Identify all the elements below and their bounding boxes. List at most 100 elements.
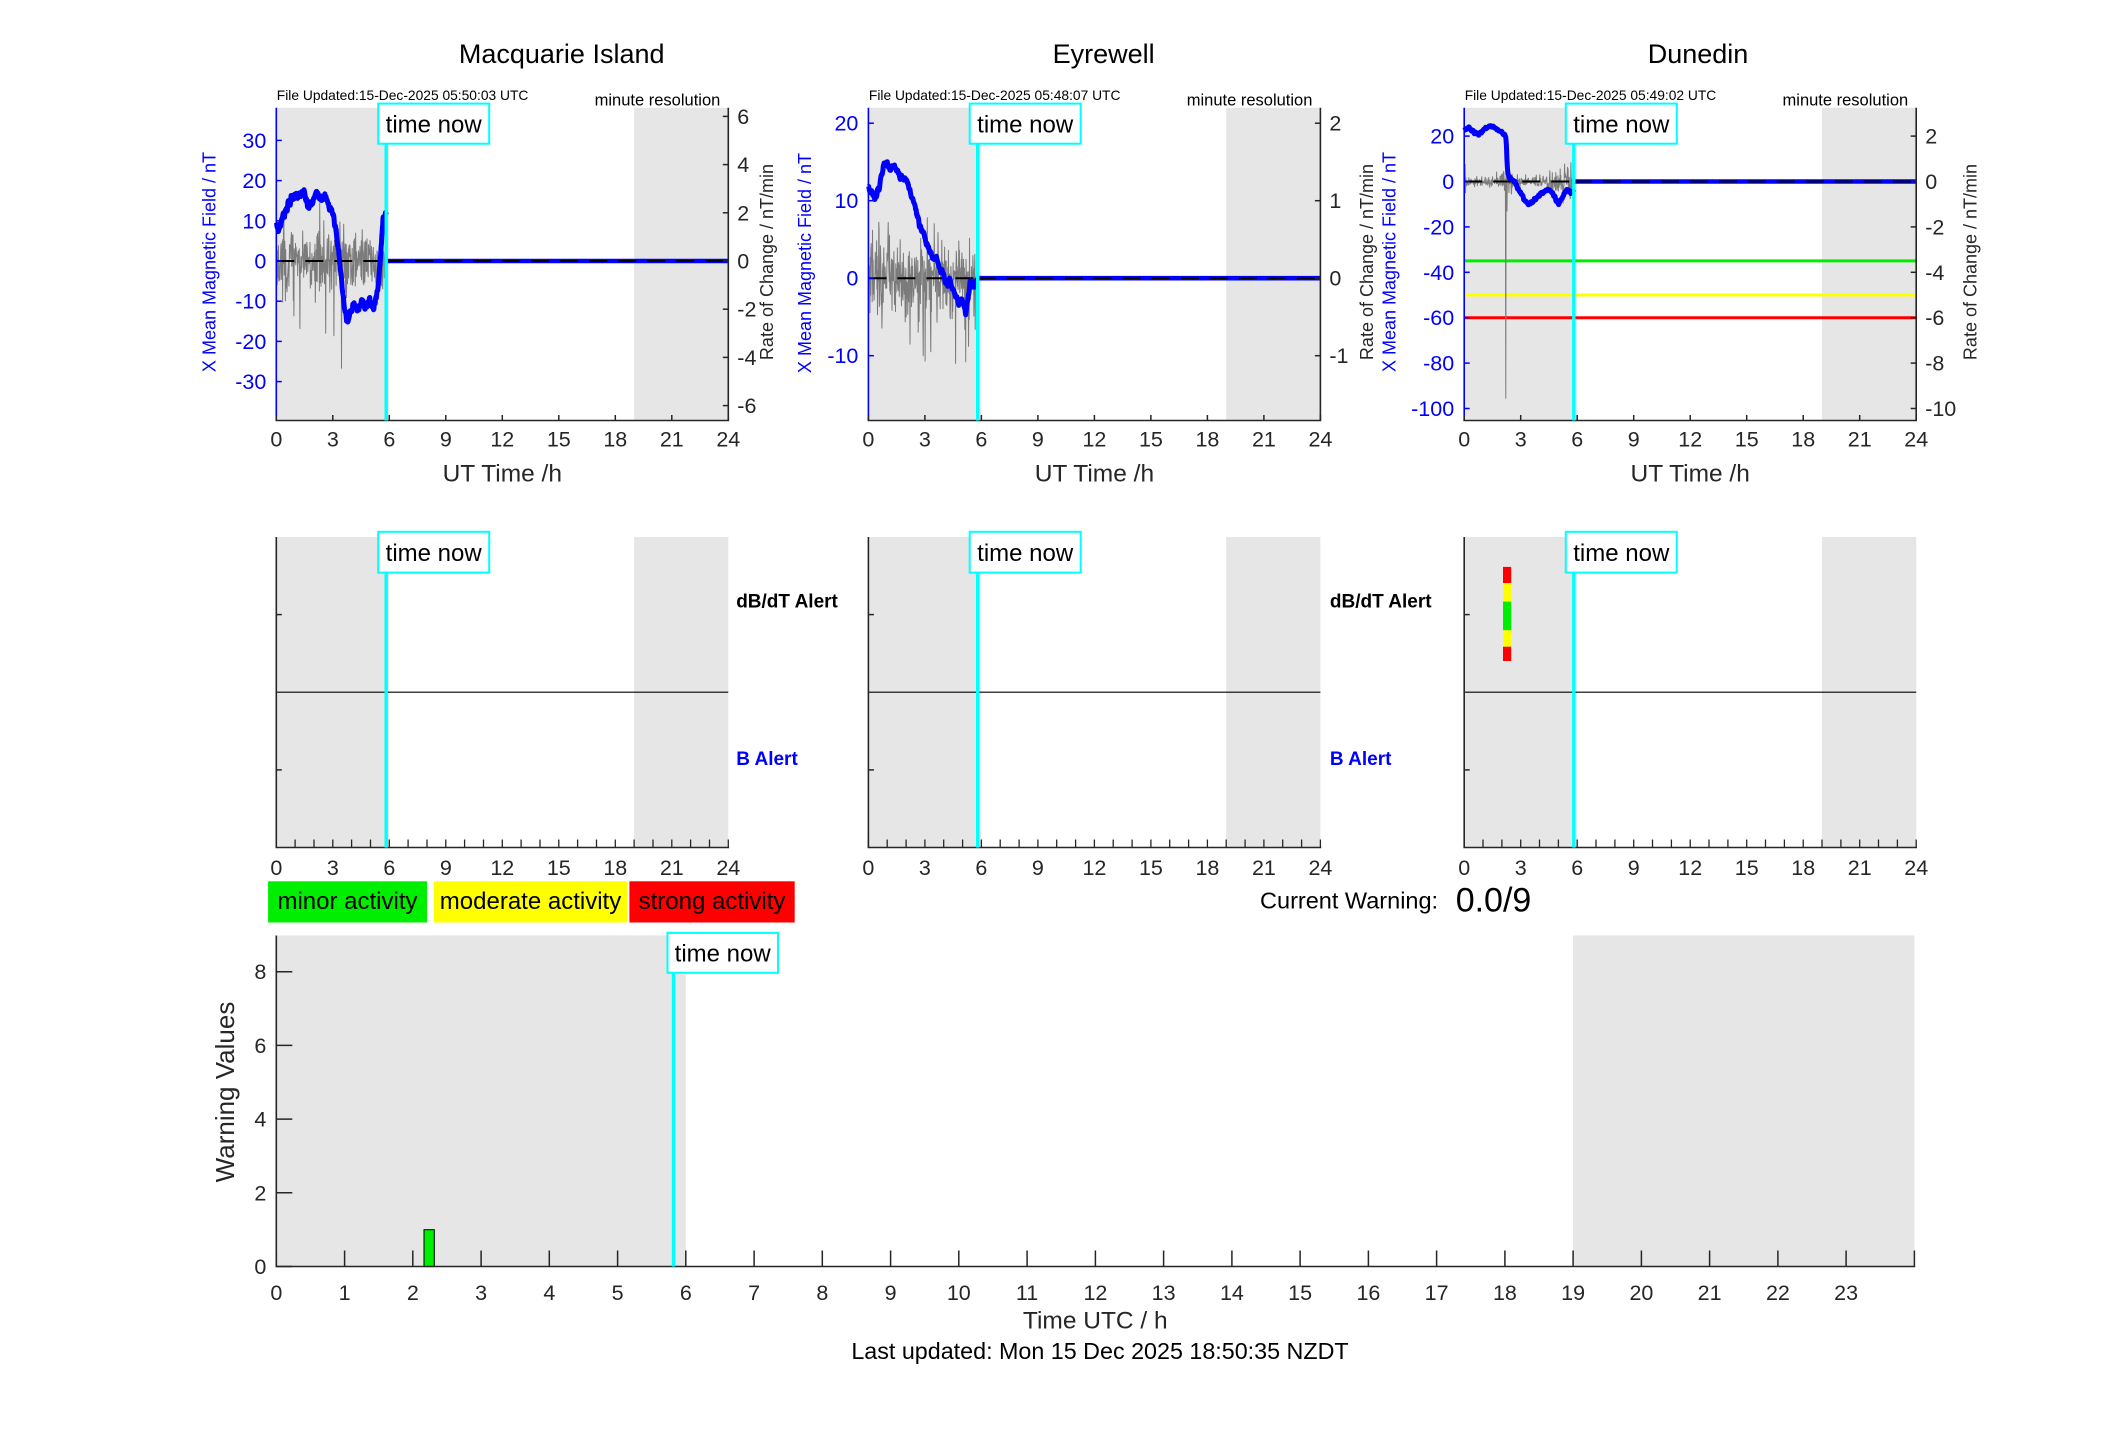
svg-text:6: 6	[1571, 428, 1583, 452]
svg-text:0.0/9: 0.0/9	[1456, 882, 1532, 920]
svg-text:20: 20	[1430, 125, 1454, 149]
svg-text:dB/dT Alert: dB/dT Alert	[1330, 592, 1432, 613]
svg-text:24: 24	[1308, 428, 1332, 452]
svg-text:-4: -4	[1925, 261, 1944, 285]
svg-text:9: 9	[440, 428, 452, 452]
svg-text:21: 21	[1252, 428, 1276, 452]
svg-text:21: 21	[1698, 1281, 1722, 1305]
svg-text:24: 24	[1904, 428, 1928, 452]
svg-text:-80: -80	[1423, 352, 1454, 376]
svg-text:0: 0	[737, 250, 749, 274]
svg-text:23: 23	[1834, 1281, 1858, 1305]
svg-text:1: 1	[1329, 189, 1341, 213]
svg-text:15: 15	[547, 856, 571, 880]
svg-text:strong activity: strong activity	[639, 888, 786, 915]
svg-text:-10: -10	[235, 290, 266, 314]
svg-text:30: 30	[242, 129, 266, 153]
svg-text:0: 0	[254, 1255, 266, 1279]
svg-text:9: 9	[440, 856, 452, 880]
svg-text:12: 12	[1678, 856, 1702, 880]
svg-text:15: 15	[1735, 856, 1759, 880]
svg-text:Dunedin: Dunedin	[1648, 39, 1749, 69]
svg-text:-20: -20	[235, 330, 266, 354]
svg-text:8: 8	[816, 1281, 828, 1305]
svg-text:B Alert: B Alert	[1330, 749, 1392, 770]
svg-text:0: 0	[1442, 170, 1454, 194]
svg-text:2: 2	[737, 201, 749, 225]
svg-text:21: 21	[1848, 428, 1872, 452]
svg-text:Macquarie Island: Macquarie Island	[459, 39, 665, 69]
svg-text:1: 1	[339, 1281, 351, 1305]
svg-text:0: 0	[1329, 267, 1341, 291]
svg-text:6: 6	[383, 856, 395, 880]
svg-text:time now: time now	[977, 112, 1074, 139]
svg-text:minor activity: minor activity	[277, 888, 417, 915]
svg-text:0: 0	[1925, 170, 1937, 194]
svg-text:7: 7	[748, 1281, 760, 1305]
svg-text:X Mean Magnetic Field / nT: X Mean Magnetic Field / nT	[1379, 152, 1399, 372]
svg-text:6: 6	[737, 105, 749, 129]
svg-text:0: 0	[270, 428, 282, 452]
svg-text:18: 18	[1791, 428, 1815, 452]
svg-text:minute resolution: minute resolution	[595, 92, 721, 110]
svg-text:18: 18	[1493, 1281, 1517, 1305]
svg-text:Rate of Change / nT/min: Rate of Change / nT/min	[757, 164, 777, 360]
svg-text:15: 15	[1735, 428, 1759, 452]
svg-text:2: 2	[407, 1281, 419, 1305]
svg-text:time now: time now	[1573, 540, 1670, 567]
svg-text:18: 18	[603, 428, 627, 452]
svg-text:time now: time now	[675, 941, 772, 968]
svg-text:-1: -1	[1329, 344, 1348, 368]
svg-text:20: 20	[242, 169, 266, 193]
svg-text:-2: -2	[737, 298, 756, 322]
svg-text:B Alert: B Alert	[736, 749, 798, 770]
svg-text:3: 3	[475, 1281, 487, 1305]
svg-text:12: 12	[1083, 1281, 1107, 1305]
svg-text:10: 10	[834, 189, 858, 213]
svg-text:9: 9	[1032, 428, 1044, 452]
svg-text:12: 12	[1678, 428, 1702, 452]
svg-text:13: 13	[1152, 1281, 1176, 1305]
svg-text:-4: -4	[737, 346, 756, 370]
svg-text:15: 15	[1139, 856, 1163, 880]
svg-text:9: 9	[1628, 428, 1640, 452]
svg-text:-60: -60	[1423, 306, 1454, 330]
svg-text:20: 20	[1629, 1281, 1653, 1305]
svg-text:-20: -20	[1423, 215, 1454, 239]
svg-text:16: 16	[1356, 1281, 1380, 1305]
svg-text:0: 0	[862, 856, 874, 880]
svg-text:18: 18	[1195, 856, 1219, 880]
svg-text:3: 3	[1515, 856, 1527, 880]
svg-text:24: 24	[716, 428, 740, 452]
svg-text:Last updated: Mon 15 Dec 2025: Last updated: Mon 15 Dec 2025 18:50:35 N…	[851, 1338, 1348, 1364]
svg-text:4: 4	[737, 153, 749, 177]
svg-text:22: 22	[1766, 1281, 1790, 1305]
svg-text:X Mean Magnetic Field / nT: X Mean Magnetic Field / nT	[200, 152, 220, 372]
svg-text:-10: -10	[827, 344, 858, 368]
svg-text:minute resolution: minute resolution	[1783, 92, 1909, 110]
svg-text:14: 14	[1220, 1281, 1244, 1305]
svg-text:3: 3	[919, 428, 931, 452]
svg-text:Rate of Change / nT/min: Rate of Change / nT/min	[1357, 164, 1377, 360]
svg-text:6: 6	[975, 856, 987, 880]
svg-text:6: 6	[383, 428, 395, 452]
svg-text:Warning Values: Warning Values	[210, 1002, 240, 1183]
svg-text:time now: time now	[386, 540, 483, 567]
svg-text:Current Warning:: Current Warning:	[1260, 888, 1438, 914]
svg-text:-10: -10	[1925, 397, 1956, 421]
svg-text:File Updated:15-Dec-2025 05:48: File Updated:15-Dec-2025 05:48:07 UTC	[869, 88, 1121, 103]
svg-text:Rate of Change / nT/min: Rate of Change / nT/min	[1961, 164, 1981, 360]
svg-text:UT Time /h: UT Time /h	[1035, 461, 1154, 488]
svg-text:24: 24	[1904, 856, 1928, 880]
svg-text:0: 0	[846, 267, 858, 291]
svg-text:24: 24	[1308, 856, 1332, 880]
svg-text:15: 15	[547, 428, 571, 452]
svg-text:18: 18	[1791, 856, 1815, 880]
svg-text:21: 21	[1848, 856, 1872, 880]
svg-text:6: 6	[680, 1281, 692, 1305]
svg-text:21: 21	[660, 856, 684, 880]
svg-text:5: 5	[612, 1281, 624, 1305]
svg-text:Time UTC / h: Time UTC / h	[1023, 1307, 1168, 1334]
svg-text:4: 4	[543, 1281, 555, 1305]
svg-text:6: 6	[975, 428, 987, 452]
